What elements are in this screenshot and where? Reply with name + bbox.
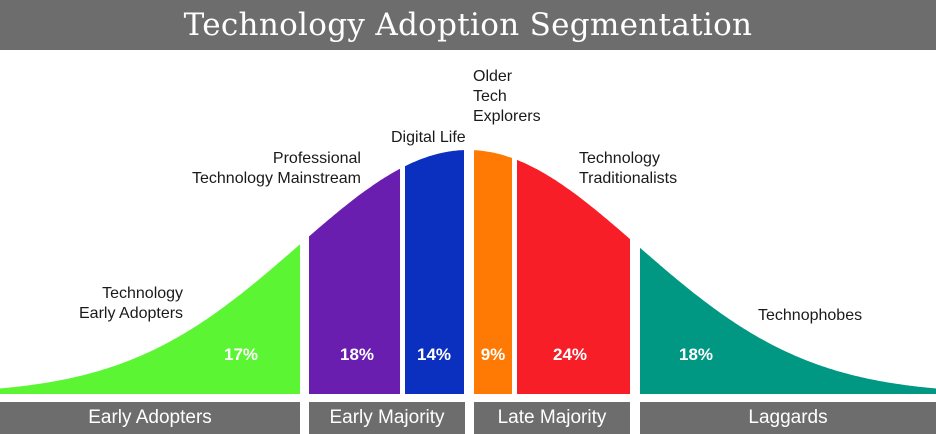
- segment-digital-life-area: [405, 150, 464, 394]
- category-label-late-majority: Late Majority: [497, 407, 607, 428]
- segment-label-professional-mainstream: Professional Technology Mainstream: [192, 150, 361, 187]
- category-label-early-majority: Early Majority: [329, 407, 445, 428]
- page-title: Technology Adoption Segmentation: [183, 7, 753, 43]
- segment-technology-traditionalists-area: [517, 159, 630, 394]
- segment-percent-early-adopters: 17%: [223, 345, 259, 364]
- category-bar-laggards: Laggards: [640, 402, 936, 434]
- segment-professional-mainstream-area: [309, 168, 400, 394]
- category-label-early-adopters: Early Adopters: [88, 407, 212, 428]
- category-bar-early-majority: Early Majority: [309, 402, 465, 434]
- segment-percent-older-tech-explorers: 9%: [480, 345, 506, 364]
- segment-label-older-tech-explorers: Older Tech Explorers: [473, 68, 541, 125]
- title-bar: Technology Adoption Segmentation: [0, 0, 936, 50]
- segment-percent-professional-mainstream: 18%: [339, 345, 375, 364]
- segment-label-technophobes: Technophobes: [758, 307, 863, 324]
- segment-early-adopters-area: [0, 244, 300, 394]
- segment-percent-digital-life: 14%: [416, 345, 452, 364]
- segment-label-digital-life: Digital Life: [391, 129, 466, 146]
- category-bar-late-majority: Late Majority: [474, 402, 630, 434]
- segment-label-technology-traditionalists: Technology Traditionalists: [579, 150, 678, 187]
- segment-technophobes-area: [640, 247, 936, 394]
- segment-percent-technophobes: 18%: [678, 345, 714, 364]
- category-label-laggards: Laggards: [748, 407, 828, 428]
- segment-percent-technology-traditionalists: 24%: [552, 345, 588, 364]
- category-bar-early-adopters: Early Adopters: [0, 402, 300, 434]
- segment-label-early-adopters: Technology Early Adopters: [79, 285, 184, 322]
- segment-older-tech-explorers-area: [474, 150, 512, 394]
